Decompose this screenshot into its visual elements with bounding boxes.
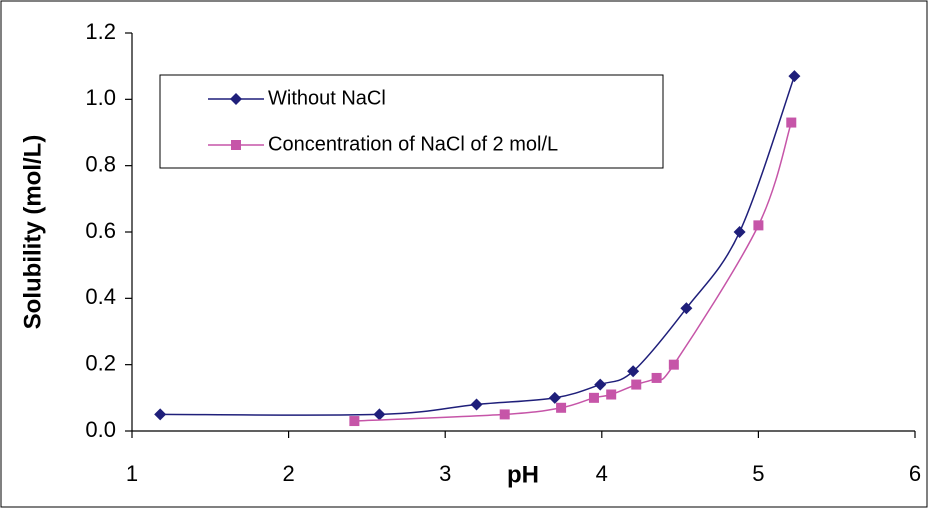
x-tick-label: 2 [282, 461, 294, 486]
data-point [680, 302, 693, 315]
legend-box [159, 74, 664, 169]
x-tick-label: 5 [752, 461, 764, 486]
legend-label: Without NaCl [268, 87, 386, 109]
legend-marker [230, 93, 242, 105]
data-point [606, 389, 617, 400]
data-point [594, 378, 607, 391]
y-tick-label: 1.2 [85, 19, 116, 44]
x-tick-label: 1 [126, 461, 138, 486]
y-tick-label: 0.0 [85, 417, 116, 442]
data-point [499, 409, 510, 420]
y-tick-label: 0.8 [85, 151, 116, 176]
data-point [668, 359, 679, 370]
data-point [548, 391, 561, 404]
data-point [788, 70, 801, 83]
data-point [556, 402, 567, 413]
data-point [627, 365, 640, 378]
y-tick-label: 0.4 [85, 284, 116, 309]
data-point [588, 392, 599, 403]
x-tick-label: 3 [439, 461, 451, 486]
y-tick-label: 1.0 [85, 85, 116, 110]
legend-label: Concentration of NaCl of 2 mol/L [268, 133, 558, 155]
data-point [786, 117, 797, 128]
x-tick-label: 6 [909, 461, 921, 486]
data-point [651, 372, 662, 383]
y-tick-label: 0.2 [85, 350, 116, 375]
x-axis-title: pH [507, 461, 539, 488]
data-point [753, 220, 764, 231]
series-line [354, 122, 793, 422]
y-axis-title: Solubility (mol/L) [19, 135, 46, 330]
x-tick-label: 4 [596, 461, 608, 486]
data-point [470, 398, 483, 411]
y-tick-label: 0.6 [85, 218, 116, 243]
data-point [733, 226, 746, 238]
data-point [349, 416, 360, 427]
data-point [631, 379, 642, 390]
data-point [154, 408, 167, 421]
data-point [373, 408, 386, 421]
legend-marker [231, 140, 241, 150]
